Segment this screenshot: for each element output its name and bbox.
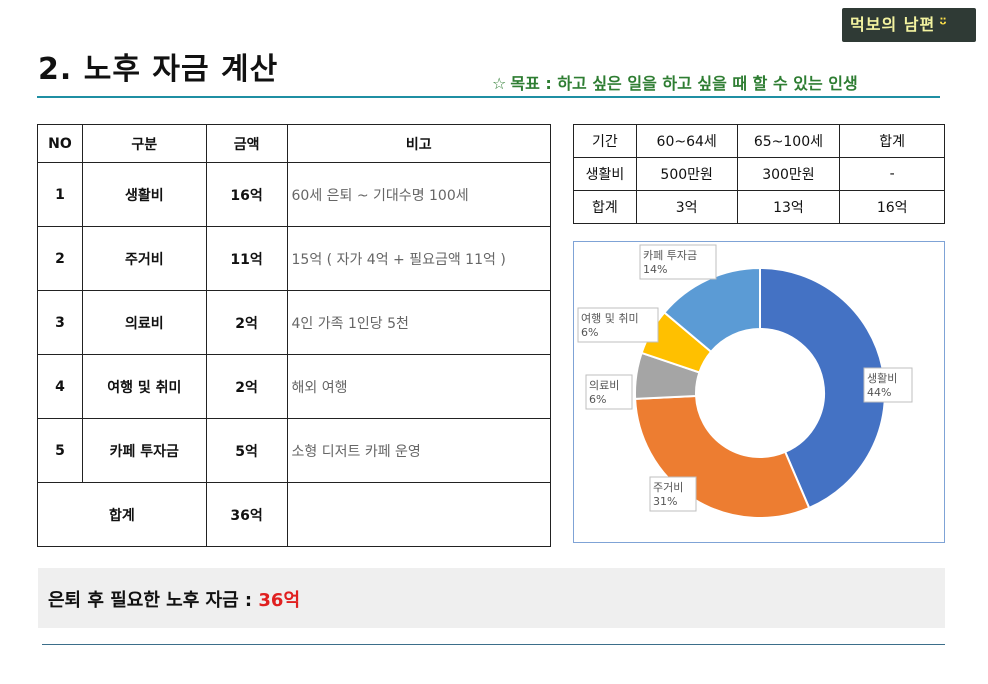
- row-amount: 2억: [205, 354, 288, 419]
- brand-logo: 먹보의 남편 ᵕ̈: [842, 8, 976, 42]
- summary-header: 65~100세: [736, 124, 841, 158]
- total-note: [286, 482, 552, 547]
- expense-donut-chart: 생활비 44% 주거비 31% 의료비 6% 여행 및 취미 6% 카페 투자금 14%: [573, 241, 945, 543]
- page-title: 2. 노후 자금 계산: [38, 52, 279, 87]
- summary-header: 합계: [839, 124, 945, 158]
- summary-cell: 3억: [635, 190, 738, 224]
- callout-box: [649, 476, 697, 512]
- row-note: 해외 여행: [286, 354, 552, 419]
- bottom-divider: [42, 644, 945, 645]
- result-banner: 은퇴 후 필요한 노후 자금 : 36억: [38, 568, 945, 628]
- summary-row: 합계 3억 13억 16억: [573, 190, 945, 224]
- slice-percent: 14%: [643, 263, 667, 276]
- table-row: 2 주거비 11억 15억 ( 자가 4억 + 필요금액 11억 ): [37, 226, 552, 291]
- logo-text: 먹보의 남편: [850, 15, 936, 34]
- result-value: 36억: [258, 590, 301, 611]
- row-no: 3: [37, 290, 83, 355]
- summary-header: 60~64세: [635, 124, 738, 158]
- table-row: 3 의료비 2억 4인 가족 1인당 5천: [37, 290, 552, 355]
- summary-row: 생활비 500만원 300만원 -: [573, 157, 945, 191]
- donut-slice: [662, 266, 761, 354]
- row-amount: 11억: [205, 226, 288, 291]
- callout-box: [585, 374, 633, 410]
- row-category: 의료비: [81, 290, 207, 355]
- living-cost-table: 기간 60~64세 65~100세 합계 생활비 500만원 300만원 - 합…: [573, 124, 945, 224]
- total-row: 합계 36억: [37, 482, 552, 547]
- row-note: 4인 가족 1인당 5천: [286, 290, 552, 355]
- callout-box: [863, 367, 913, 403]
- row-note: 60세 은퇴 ~ 기대수명 100세: [286, 162, 552, 227]
- slice-label: 여행 및 취미: [581, 312, 639, 325]
- star-icon: ☆: [492, 74, 507, 93]
- total-amount: 36억: [205, 482, 288, 547]
- goal-statement: ☆ 목표 : 하고 싶은 일을 하고 싶을 때 할 수 있는 인생: [492, 70, 858, 94]
- summary-header: 기간: [573, 124, 637, 158]
- total-label: 합계: [37, 482, 207, 547]
- summary-cell: 생활비: [573, 157, 637, 191]
- summary-header-row: 기간 60~64세 65~100세 합계: [573, 124, 945, 158]
- slice-label: 주거비: [653, 481, 683, 494]
- table-row: 4 여행 및 취미 2억 해외 여행: [37, 354, 552, 419]
- row-category: 주거비: [81, 226, 207, 291]
- smile-icon: ᵕ̈: [939, 15, 948, 34]
- row-category: 생활비: [81, 162, 207, 227]
- summary-cell: 500만원: [635, 157, 738, 191]
- slice-label: 생활비: [867, 371, 897, 385]
- row-amount: 16억: [205, 162, 288, 227]
- slice-percent: 6%: [589, 393, 606, 406]
- summary-cell: 13억: [736, 190, 841, 224]
- slice-label: 카페 투자금: [643, 249, 697, 262]
- callout-box: [639, 244, 717, 280]
- row-note: 소형 디저트 카페 운영: [286, 418, 552, 483]
- table-row: 1 생활비 16억 60세 은퇴 ~ 기대수명 100세: [37, 162, 552, 227]
- row-no: 1: [37, 162, 83, 227]
- callout-box: [577, 307, 659, 343]
- fund-table: NO 구분 금액 비고 1 생활비 16억 60세 은퇴 ~ 기대수명 100세…: [37, 124, 552, 547]
- donut-slice: [759, 266, 886, 510]
- slice-callout: 여행 및 취미6%: [577, 307, 659, 343]
- slice-percent: 44%: [867, 386, 891, 399]
- result-label: 은퇴 후 필요한 노후 자금 :: [48, 590, 259, 611]
- row-no: 2: [37, 226, 83, 291]
- title-divider: [37, 96, 940, 98]
- row-no: 5: [37, 418, 83, 483]
- slice-label: 의료비: [589, 379, 619, 392]
- header-category: 구분: [81, 124, 207, 163]
- table-row: 5 카페 투자금 5억 소형 디저트 카페 운영: [37, 418, 552, 483]
- summary-cell: 16억: [839, 190, 945, 224]
- row-note: 15억 ( 자가 4억 + 필요금액 11억 ): [286, 226, 552, 291]
- row-category: 카페 투자금: [81, 418, 207, 483]
- table-header-row: NO 구분 금액 비고: [37, 124, 552, 163]
- summary-cell: 300만원: [736, 157, 841, 191]
- goal-text: 목표 : 하고 싶은 일을 하고 싶을 때 할 수 있는 인생: [510, 74, 858, 93]
- row-category: 여행 및 취미: [81, 354, 207, 419]
- summary-cell: 합계: [573, 190, 637, 224]
- header-amount: 금액: [205, 124, 288, 163]
- slice-percent: 31%: [653, 495, 677, 508]
- row-amount: 5억: [205, 418, 288, 483]
- row-no: 4: [37, 354, 83, 419]
- header-note: 비고: [286, 124, 552, 163]
- header-no: NO: [37, 124, 83, 163]
- slice-percent: 6%: [581, 326, 598, 339]
- row-amount: 2억: [205, 290, 288, 355]
- summary-cell: -: [839, 157, 945, 191]
- result-text: 은퇴 후 필요한 노후 자금 : 36억: [48, 586, 300, 612]
